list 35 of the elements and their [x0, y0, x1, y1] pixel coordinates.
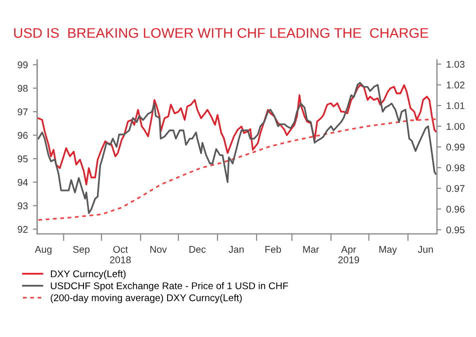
- y-tick-label: 97: [18, 108, 28, 116]
- line-series: [38, 84, 437, 186]
- y2-tick-label: 1.00: [446, 122, 465, 130]
- x-tick-label: Aug: [34, 246, 52, 255]
- y2-tick-label: 0.99: [446, 144, 464, 151]
- y2-tick-label: 0.98: [446, 164, 464, 172]
- x-tick-label: Jan: [228, 246, 244, 253]
- y-tick-label: 98: [18, 84, 28, 92]
- x-tick-label: Jun: [418, 246, 433, 253]
- x-tick-label: May: [379, 246, 397, 255]
- x-tick-label: Nov: [150, 246, 167, 253]
- legend-label: USDCHF Spot Exchange Rate - Price of 1 USD in CHF: [50, 282, 288, 292]
- x-tick-label: Sep: [73, 246, 90, 255]
- y2-tick-label: 0.95: [446, 226, 465, 234]
- line-series: [38, 118, 437, 221]
- y2-tick-label: 1.01: [446, 102, 464, 110]
- x-tick-label: Feb: [265, 246, 281, 253]
- y-tick-label: 93: [18, 202, 28, 210]
- x-tick-label: Mar: [303, 246, 320, 253]
- legend-label: DXY Curncy(Left): [50, 270, 126, 280]
- line-series: [38, 82, 437, 214]
- x-tick-label: Apr 2019: [338, 246, 360, 264]
- x-tick-label: Oct 2018: [110, 246, 131, 264]
- y-tick-label: 94: [18, 178, 28, 186]
- y-tick-label: 95: [18, 155, 28, 162]
- y-tick-label: 99: [18, 61, 28, 68]
- x-tick-label: Dec: [189, 246, 206, 253]
- y-tick-label: 92: [18, 226, 28, 233]
- y2-tick-label: 1.03: [446, 60, 464, 68]
- y2-tick-label: 0.96: [446, 206, 464, 213]
- y-tick-label: 96: [18, 132, 28, 139]
- y2-tick-label: 0.97: [446, 185, 464, 192]
- legend-label: (200-day moving average) DXY Curncy(Left): [50, 294, 242, 304]
- chart-title: USD IS BREAKING LOWER WITH CHF LEADING THE CHARGE: [14, 28, 428, 38]
- y2-tick-label: 1.02: [446, 82, 464, 88]
